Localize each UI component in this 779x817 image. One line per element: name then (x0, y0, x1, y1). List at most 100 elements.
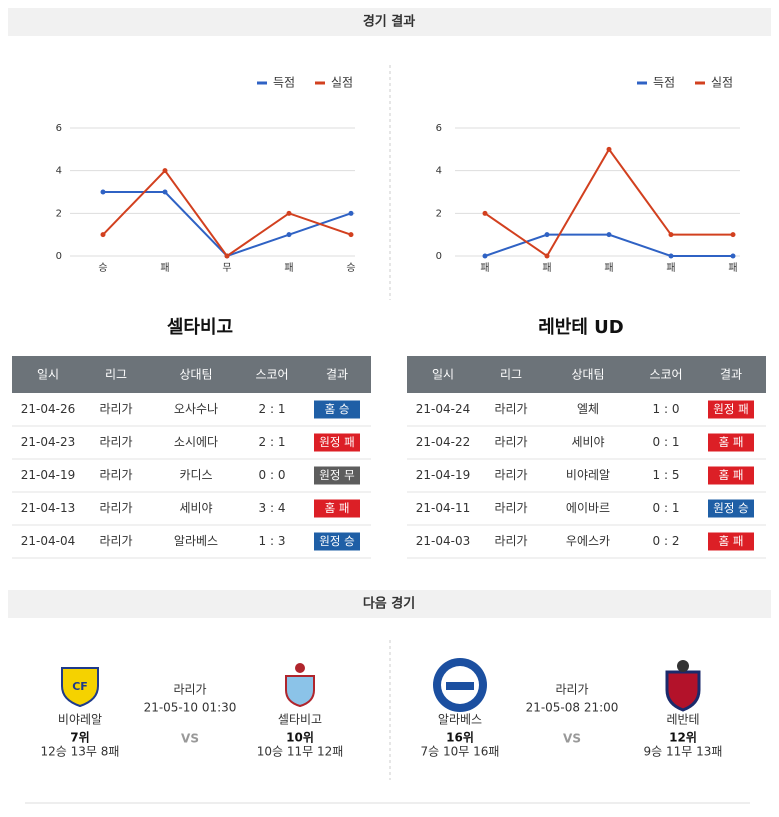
cell: 21-04-19 (416, 468, 470, 482)
x-tick-label: 패 (480, 262, 489, 274)
cell: 라리가 (494, 402, 527, 416)
record: 9승 11무 13패 (644, 745, 723, 759)
team-name: 레반테 (666, 713, 699, 727)
legend-label: 득점 (653, 76, 675, 90)
result-badge (314, 466, 360, 485)
result: 원정 승 (713, 501, 748, 515)
table-header (12, 356, 371, 393)
cell: 비야레알 (566, 468, 610, 482)
result-badge (314, 532, 360, 551)
datetime: 21-05-10 01:30 (144, 701, 237, 715)
league: 라리가 (173, 683, 206, 697)
team-name: 알라베스 (438, 713, 482, 727)
result-badge (708, 499, 754, 518)
cell: 21-04-23 (21, 435, 75, 449)
logo-alaves (433, 658, 487, 712)
cell: 0 : 1 (653, 435, 680, 449)
y-tick-label: 4 (56, 166, 62, 177)
cell: 1 : 0 (653, 402, 680, 416)
column-header: 일시 (37, 368, 59, 382)
datetime: 21-05-08 21:00 (526, 701, 619, 715)
result: 홈 패 (719, 468, 744, 482)
point (668, 232, 674, 238)
rank: 7위 (70, 731, 89, 745)
result-badge (708, 400, 754, 419)
result: 원정 패 (713, 402, 748, 416)
point (224, 253, 230, 259)
cell: 0 : 2 (653, 534, 680, 548)
cell: 라리가 (99, 534, 132, 548)
cell: 0 : 1 (653, 501, 680, 515)
x-tick-label: 무 (222, 263, 231, 274)
result: 홈 패 (719, 534, 744, 548)
cell: 엘체 (577, 402, 599, 416)
cell: 21-04-19 (21, 468, 75, 482)
column-header: 상대팀 (571, 368, 604, 382)
team-name: 비야레알 (58, 713, 102, 727)
result-badge (708, 532, 754, 551)
x-tick-label: 패 (666, 262, 675, 274)
cell: 라리가 (494, 468, 527, 482)
point (286, 232, 292, 238)
y-tick-label: 0 (436, 251, 442, 262)
table-header (407, 356, 766, 393)
cell: 21-04-13 (21, 501, 75, 515)
section-title: 다음 경기 (363, 596, 415, 612)
point (100, 189, 106, 195)
cell: 라리가 (494, 501, 527, 515)
point (348, 210, 354, 216)
legend-label: 실점 (711, 76, 733, 90)
cell: 라리가 (99, 501, 132, 515)
cell: 세비야 (179, 501, 212, 515)
rank: 12위 (669, 731, 697, 745)
point (348, 232, 354, 238)
logo-villarreal: CF (61, 667, 99, 708)
cell: 라리가 (99, 435, 132, 449)
x-tick-label: 패 (604, 262, 613, 274)
result: 원정 패 (319, 435, 354, 449)
record: 10승 11무 12패 (257, 745, 344, 759)
result-badge (314, 400, 360, 419)
result-badge (314, 499, 360, 518)
point (544, 253, 550, 259)
y-tick-label: 0 (56, 251, 62, 262)
column-header: 결과 (720, 368, 742, 382)
cell: 오사수나 (174, 402, 218, 416)
rank: 10위 (286, 731, 314, 745)
series-line (103, 191, 352, 258)
result: 홈 승 (325, 402, 350, 416)
cell: 21-04-26 (21, 402, 75, 416)
point (286, 210, 292, 216)
result-badge (708, 466, 754, 485)
record: 7승 10무 16패 (421, 745, 500, 759)
cell: 0 : 0 (259, 468, 286, 482)
cell: 21-04-22 (416, 435, 470, 449)
result-badge (314, 433, 360, 452)
column-header: 결과 (326, 368, 348, 382)
cell: 라리가 (494, 534, 527, 548)
logo-levante (665, 660, 701, 712)
point (162, 168, 168, 174)
cell: 세비야 (571, 435, 604, 449)
point (730, 232, 736, 238)
cell: 1 : 3 (259, 534, 286, 548)
y-tick-label: 2 (56, 208, 62, 219)
rank: 16위 (446, 731, 474, 745)
team-name: 레반테 UD (538, 317, 624, 338)
point (482, 210, 488, 216)
point (606, 146, 612, 152)
y-tick-label: 2 (436, 208, 442, 219)
y-tick-label: 6 (56, 123, 62, 134)
cell: 21-04-03 (416, 534, 470, 548)
svg-text:CF: CF (72, 680, 88, 693)
column-header: 스코어 (649, 368, 682, 382)
vs: VS (563, 732, 581, 746)
point (544, 232, 550, 238)
cell: 라리가 (99, 402, 132, 416)
cell: 21-04-11 (416, 501, 470, 515)
cell: 21-04-24 (416, 402, 470, 416)
record: 12승 13무 8패 (41, 745, 120, 759)
cell: 카디스 (179, 468, 212, 482)
y-tick-label: 4 (436, 166, 442, 177)
